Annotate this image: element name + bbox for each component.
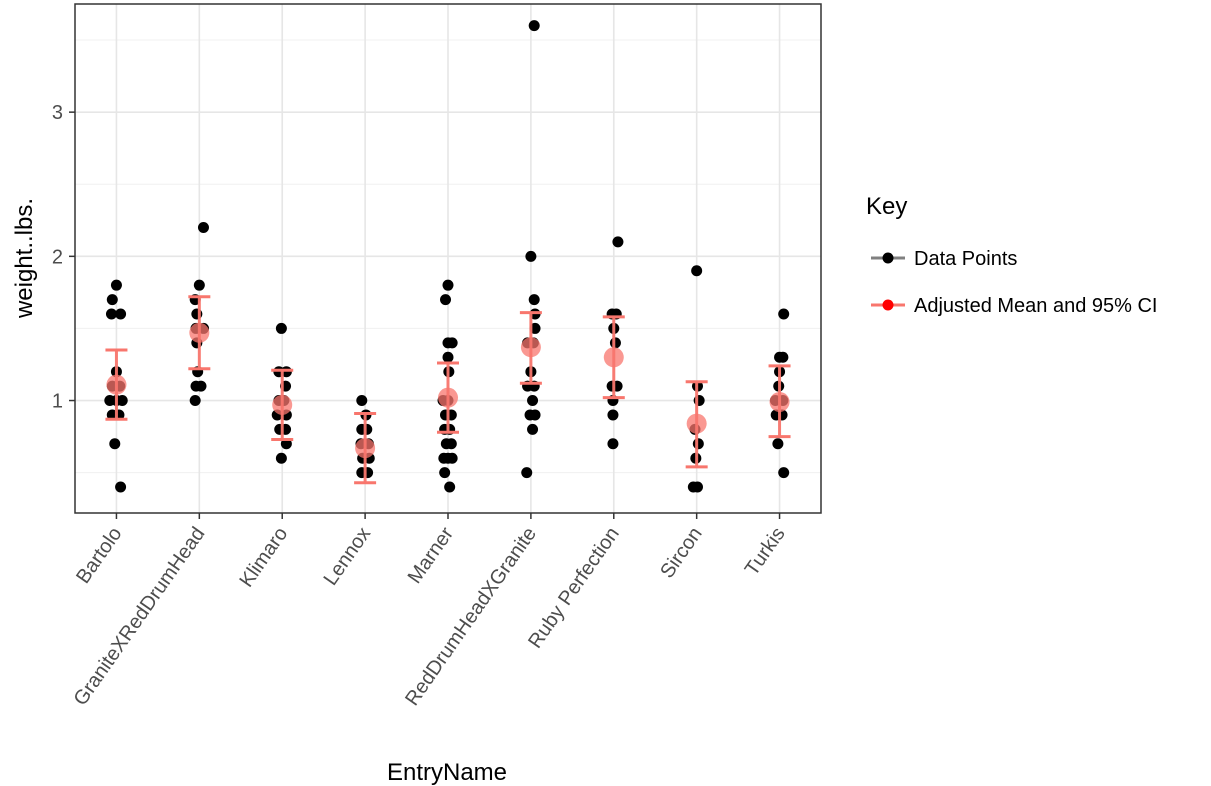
data-point (445, 438, 457, 450)
adjusted-mean-point (603, 347, 624, 368)
x-tick-label: Turkis (741, 523, 790, 580)
ci-layer (105, 295, 791, 485)
x-tick-label: Sircon (656, 523, 707, 582)
legend-entry-adjusted-mean: Adjusted Mean and 95% CI (871, 295, 1158, 317)
adjusted-mean-point (686, 413, 707, 434)
x-axis-title: EntryName (387, 759, 507, 786)
data-point (607, 438, 619, 450)
ci-group (271, 368, 294, 441)
data-point (197, 221, 209, 233)
legend-entry-data-points: Data Points (871, 248, 1017, 270)
y-tick-label: 2 (52, 246, 63, 268)
data-point (525, 250, 537, 262)
ci-group (188, 295, 211, 371)
data-point (442, 279, 454, 291)
data-point (691, 265, 703, 277)
data-point (116, 395, 128, 407)
adjusted-mean-point (520, 337, 541, 358)
data-point (109, 438, 121, 450)
data-point (105, 308, 117, 320)
legend-label-data-points: Data Points (914, 248, 1017, 270)
data-point (778, 467, 790, 479)
x-tick-label: Lennox (320, 523, 376, 589)
data-point (612, 236, 624, 248)
data-point (778, 308, 790, 320)
data-point (189, 395, 201, 407)
x-tick-label: Klimaro (235, 523, 292, 591)
adjusted-mean-point (272, 394, 293, 415)
data-point (446, 452, 458, 464)
y-axis: 1 2 3 (52, 102, 75, 413)
ci-group (437, 361, 459, 434)
legend: Key Data Points Adjusted Mean and 95% CI (866, 193, 1158, 317)
data-point (195, 380, 207, 392)
data-point (442, 351, 454, 363)
adjusted-mean-point (438, 387, 458, 408)
legend-key-dot-adjusted-mean (882, 299, 894, 311)
y-tick-label: 1 (52, 391, 63, 413)
data-point (528, 294, 540, 306)
x-tick-label: Bartolo (72, 523, 126, 588)
ci-group (685, 380, 708, 469)
x-tick-label: Marner (404, 523, 459, 588)
ci-group (768, 364, 791, 439)
ci-group (519, 311, 542, 385)
y-tick-label: 3 (52, 102, 63, 124)
data-point (275, 322, 287, 334)
plot-panel (74, 3, 822, 514)
data-point (527, 395, 539, 407)
data-point (439, 467, 451, 479)
data-point (529, 409, 541, 421)
data-point (193, 279, 205, 291)
adjusted-mean-point (189, 322, 210, 343)
data-point (115, 308, 127, 320)
data-point (446, 337, 458, 349)
data-point (527, 423, 539, 435)
adjusted-mean-point (769, 391, 790, 412)
data-point (356, 395, 368, 407)
data-point (106, 294, 118, 306)
ci-group (354, 412, 377, 485)
data-point (275, 452, 287, 464)
ci-group (602, 315, 625, 400)
data-point (361, 423, 373, 435)
data-point (444, 481, 456, 493)
y-axis-title: weight..lbs. (11, 198, 38, 319)
data-point (777, 351, 789, 363)
data-point (521, 467, 533, 479)
data-point (280, 438, 292, 450)
data-point (607, 409, 619, 421)
data-point (110, 279, 122, 291)
data-point (692, 438, 704, 450)
data-point (528, 20, 540, 32)
legend-label-adjusted-mean: Adjusted Mean and 95% CI (914, 295, 1158, 317)
data-point (440, 294, 452, 306)
data-point (609, 337, 621, 349)
data-point (691, 481, 703, 493)
ci-group (105, 348, 128, 421)
x-tick-label: Ruby Perfection (524, 523, 624, 652)
data-point (115, 481, 127, 493)
adjusted-mean-point (355, 438, 376, 459)
adjusted-mean-point (106, 374, 127, 395)
legend-key-dot-data-points (882, 252, 894, 264)
legend-title: Key (866, 193, 907, 220)
data-point (772, 438, 784, 450)
